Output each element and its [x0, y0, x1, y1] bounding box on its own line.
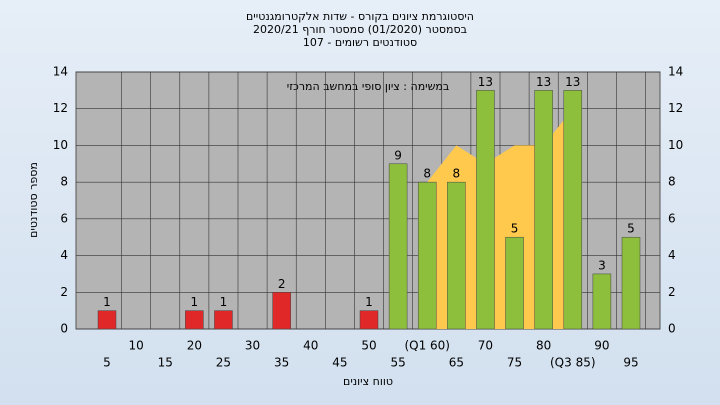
y2-tick-label: 12	[668, 101, 683, 115]
y-tick-label: 0	[60, 322, 68, 336]
bar	[534, 90, 553, 330]
bar	[563, 90, 583, 330]
y-axis-label: מספר סטודנטים	[27, 162, 40, 238]
x-tick-label: 55	[390, 356, 405, 370]
y2-tick-label: 10	[668, 138, 683, 152]
y-tick-label: 4	[60, 248, 68, 262]
data-label: 1	[191, 295, 199, 309]
y2-tick-label: 2	[668, 285, 676, 299]
y-tick-label: 10	[53, 138, 68, 152]
x-tick-label: 75	[507, 356, 522, 370]
x-tick-label: 35	[274, 356, 289, 370]
bar	[621, 236, 641, 330]
x-tick-label: 65	[449, 356, 464, 370]
x-tick-label: 15	[158, 356, 173, 370]
data-label: 8	[423, 167, 431, 181]
bar	[447, 181, 466, 330]
bar	[476, 90, 495, 330]
x-tick-label: 50	[361, 339, 376, 353]
y2-tick-label: 0	[668, 322, 676, 336]
data-label: 1	[103, 295, 111, 309]
y2-tick-label: 14	[668, 65, 683, 79]
bar	[505, 236, 524, 330]
title-line: בסמסטר (01/2020) סמסטר חורף 2020/21	[253, 23, 467, 36]
annotation: במשימה : ציון סופי במחשב המרכזי	[287, 80, 450, 93]
bar	[592, 273, 612, 330]
x-tick-label: 80	[536, 339, 551, 353]
bar	[417, 181, 437, 330]
data-label: 5	[627, 222, 635, 236]
data-label: 2	[278, 277, 286, 291]
y2-tick-label: 4	[668, 248, 676, 262]
data-label: 1	[365, 295, 373, 309]
y-tick-label: 6	[60, 211, 68, 225]
y-tick-label: 8	[60, 175, 68, 189]
x-tick-label: 30	[245, 339, 260, 353]
x-tick-label: 70	[478, 339, 493, 353]
bar	[272, 292, 291, 330]
data-label: 5	[511, 222, 519, 236]
y2-tick-label: 6	[668, 211, 676, 225]
data-label: 13	[478, 75, 493, 89]
bar	[214, 310, 233, 330]
x-tick-label: (Q1 60)	[404, 339, 450, 353]
bar	[388, 163, 408, 330]
x-tick-label: 10	[128, 339, 143, 353]
data-label: 9	[394, 148, 402, 162]
data-label: 1	[220, 295, 228, 309]
bar	[185, 310, 204, 330]
x-axis-label: טווח ציונים	[343, 375, 393, 388]
bar	[97, 310, 117, 330]
x-tick-label: 20	[187, 339, 202, 353]
data-label: 8	[453, 167, 461, 181]
data-label: 13	[565, 75, 580, 89]
x-tick-label: 25	[216, 356, 231, 370]
y2-tick-label: 8	[668, 175, 676, 189]
data-label: 3	[598, 258, 606, 272]
x-tick-label: 45	[332, 356, 347, 370]
title-line: היסטוגרמת ציונים בקורס - שדות אלקטרומגנט…	[246, 10, 474, 23]
bar	[359, 310, 379, 330]
title-line: סטודנטים רשומים - 107	[303, 36, 417, 49]
x-tick-label: 40	[303, 339, 318, 353]
data-label: 13	[536, 75, 551, 89]
y-tick-label: 12	[53, 101, 68, 115]
x-tick-label: 90	[594, 339, 609, 353]
x-tick-label: (Q3 85)	[550, 356, 596, 370]
x-tick-label: 5	[103, 356, 111, 370]
y-tick-label: 2	[60, 285, 68, 299]
y-tick-label: 14	[53, 65, 68, 79]
x-tick-label: 95	[623, 356, 638, 370]
